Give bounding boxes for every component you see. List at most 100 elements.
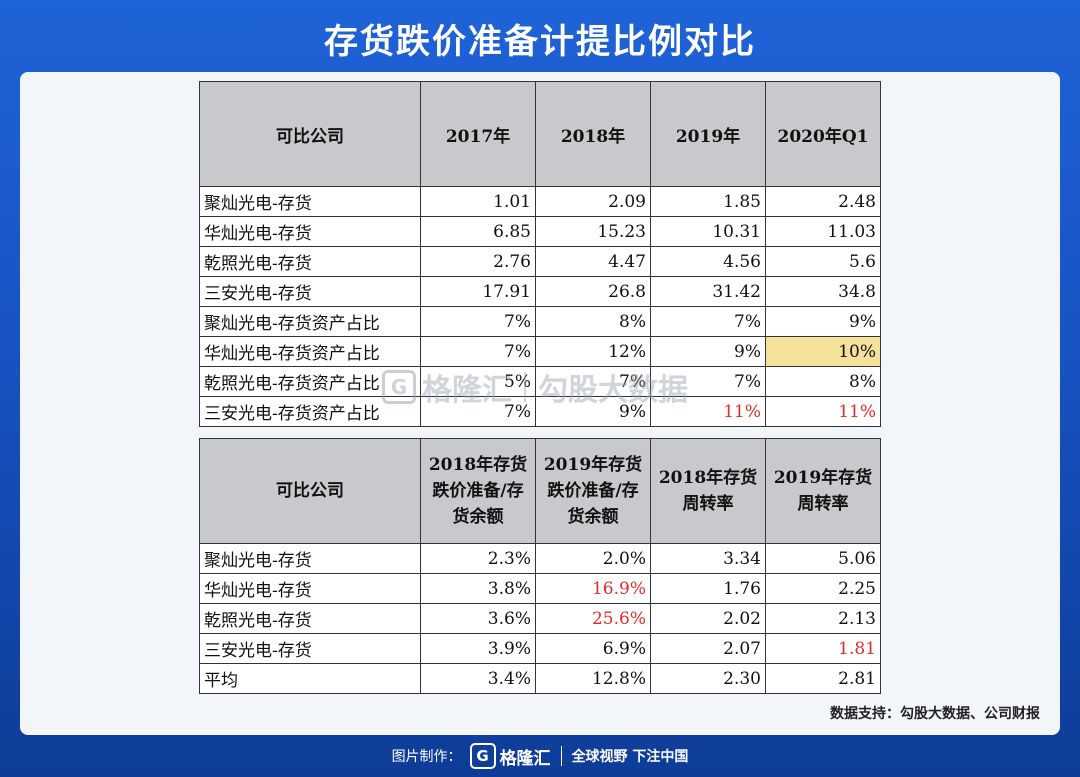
cell: 2.3% xyxy=(420,543,536,574)
red-cell: 11% xyxy=(765,396,881,427)
cell: 9% xyxy=(535,396,651,427)
table-row: 三安光电-存货 3.9% 6.9% 2.07 1.81 xyxy=(199,633,881,664)
table-row: 聚灿光电-存货资产占比 7% 8% 7% 9% xyxy=(199,306,881,337)
cell: 2.25 xyxy=(765,573,881,604)
cell: 7% xyxy=(420,396,536,427)
header-2019-turnover: 2019年存货周转率 xyxy=(765,438,881,544)
cell: 2.48 xyxy=(765,186,881,217)
row-name: 聚灿光电-存货资产占比 xyxy=(199,306,421,337)
impairment-table: 可比公司 2018年存货跌价准备/存货余额 2019年存货跌价准备/存货余额 2… xyxy=(199,438,881,694)
footer-divider xyxy=(560,746,562,766)
cell: 2.02 xyxy=(650,603,766,634)
footer-prefix: 图片制作： xyxy=(391,749,462,765)
header-2020q1: 2020年Q1 xyxy=(765,81,881,187)
header-2018-ratio: 2018年存货跌价准备/存货余额 xyxy=(420,438,536,544)
header-2019-ratio: 2019年存货跌价准备/存货余额 xyxy=(535,438,651,544)
table-row: 平均 3.4% 12.8% 2.30 2.81 xyxy=(199,663,881,694)
cell: 26.8 xyxy=(535,276,651,307)
cell: 7% xyxy=(650,306,766,337)
row-name: 华灿光电-存货资产占比 xyxy=(199,336,421,367)
table-row: 聚灿光电-存货 2.3% 2.0% 3.34 5.06 xyxy=(199,543,881,574)
cell: 8% xyxy=(535,306,651,337)
row-name: 三安光电-存货 xyxy=(199,276,421,307)
data-source: 数据支持：勾股大数据、公司财报 xyxy=(830,706,1040,722)
red-cell: 25.6% xyxy=(535,603,651,634)
row-name: 平均 xyxy=(199,663,421,694)
cell: 2.30 xyxy=(650,663,766,694)
cell: 2.0% xyxy=(535,543,651,574)
cell: 1.85 xyxy=(650,186,766,217)
row-name: 三安光电-存货 xyxy=(199,633,421,664)
cell: 7% xyxy=(650,366,766,397)
table-row: 乾照光电-存货资产占比 5% 7% 7% 8% xyxy=(199,366,881,397)
red-cell: 11% xyxy=(650,396,766,427)
cell: 2.13 xyxy=(765,603,881,634)
cell: 12% xyxy=(535,336,651,367)
cell: 3.8% xyxy=(420,573,536,604)
footer-slogan: 全球视野 下注中国 xyxy=(571,749,689,765)
cell: 6.85 xyxy=(420,216,536,247)
cell: 4.56 xyxy=(650,246,766,277)
cell: 3.4% xyxy=(420,663,536,694)
row-name: 华灿光电-存货 xyxy=(199,216,421,247)
table-header-row: 可比公司 2017年 2018年 2019年 2020年Q1 xyxy=(199,81,881,187)
cell: 9% xyxy=(765,306,881,337)
header-2017: 2017年 xyxy=(420,81,536,187)
footer: 图片制作： G 格隆汇 全球视野 下注中国 xyxy=(0,740,1080,772)
cell: 7% xyxy=(535,366,651,397)
cell: 7% xyxy=(420,306,536,337)
table-row: 乾照光电-存货 2.76 4.47 4.56 5.6 xyxy=(199,246,881,277)
highlighted-cell: 10% xyxy=(765,336,881,367)
header-2019: 2019年 xyxy=(650,81,766,187)
row-name: 乾照光电-存货资产占比 xyxy=(199,366,421,397)
cell: 8% xyxy=(765,366,881,397)
red-cell: 1.81 xyxy=(765,633,881,664)
cell: 2.07 xyxy=(650,633,766,664)
header-2018-turnover: 2018年存货周转率 xyxy=(650,438,766,544)
row-name: 聚灿光电-存货 xyxy=(199,186,421,217)
table-row: 华灿光电-存货资产占比 7% 12% 9% 10% xyxy=(199,336,881,367)
table-row: 三安光电-存货资产占比 7% 9% 11% 11% xyxy=(199,396,881,427)
cell: 31.42 xyxy=(650,276,766,307)
cell: 12.8% xyxy=(535,663,651,694)
cell: 2.81 xyxy=(765,663,881,694)
cell: 4.47 xyxy=(535,246,651,277)
cell: 1.01 xyxy=(420,186,536,217)
cell: 2.09 xyxy=(535,186,651,217)
cell: 5% xyxy=(420,366,536,397)
cell: 9% xyxy=(650,336,766,367)
header-company: 可比公司 xyxy=(199,81,421,187)
row-name: 乾照光电-存货 xyxy=(199,246,421,277)
inventory-table: 可比公司 2017年 2018年 2019年 2020年Q1 聚灿光电-存货 1… xyxy=(199,81,881,427)
content-panel: 可比公司 2017年 2018年 2019年 2020年Q1 聚灿光电-存货 1… xyxy=(20,72,1060,735)
header-2018: 2018年 xyxy=(535,81,651,187)
cell: 1.76 xyxy=(650,573,766,604)
cell: 5.06 xyxy=(765,543,881,574)
table-header-row: 可比公司 2018年存货跌价准备/存货余额 2019年存货跌价准备/存货余额 2… xyxy=(199,438,881,544)
cell: 11.03 xyxy=(765,216,881,247)
header-company: 可比公司 xyxy=(199,438,421,544)
cell: 15.23 xyxy=(535,216,651,247)
cell: 7% xyxy=(420,336,536,367)
cell: 3.34 xyxy=(650,543,766,574)
cell: 34.8 xyxy=(765,276,881,307)
row-name: 华灿光电-存货 xyxy=(199,573,421,604)
row-name: 聚灿光电-存货 xyxy=(199,543,421,574)
cell: 3.6% xyxy=(420,603,536,634)
table-row: 华灿光电-存货 6.85 15.23 10.31 11.03 xyxy=(199,216,881,247)
cell: 3.9% xyxy=(420,633,536,664)
cell: 10.31 xyxy=(650,216,766,247)
table-row: 聚灿光电-存货 1.01 2.09 1.85 2.48 xyxy=(199,186,881,217)
footer-logo-icon: G xyxy=(469,743,496,769)
cell: 17.91 xyxy=(420,276,536,307)
page-title: 存货跌价准备计提比例对比 xyxy=(324,22,756,62)
table-row: 乾照光电-存货 3.6% 25.6% 2.02 2.13 xyxy=(199,603,881,634)
row-name: 乾照光电-存货 xyxy=(199,603,421,634)
row-name: 三安光电-存货资产占比 xyxy=(199,396,421,427)
red-cell: 16.9% xyxy=(535,573,651,604)
cell: 6.9% xyxy=(535,633,651,664)
cell: 2.76 xyxy=(420,246,536,277)
footer-brand: 格隆汇 xyxy=(499,748,551,769)
table-row: 华灿光电-存货 3.8% 16.9% 1.76 2.25 xyxy=(199,573,881,604)
table-row: 三安光电-存货 17.91 26.8 31.42 34.8 xyxy=(199,276,881,307)
